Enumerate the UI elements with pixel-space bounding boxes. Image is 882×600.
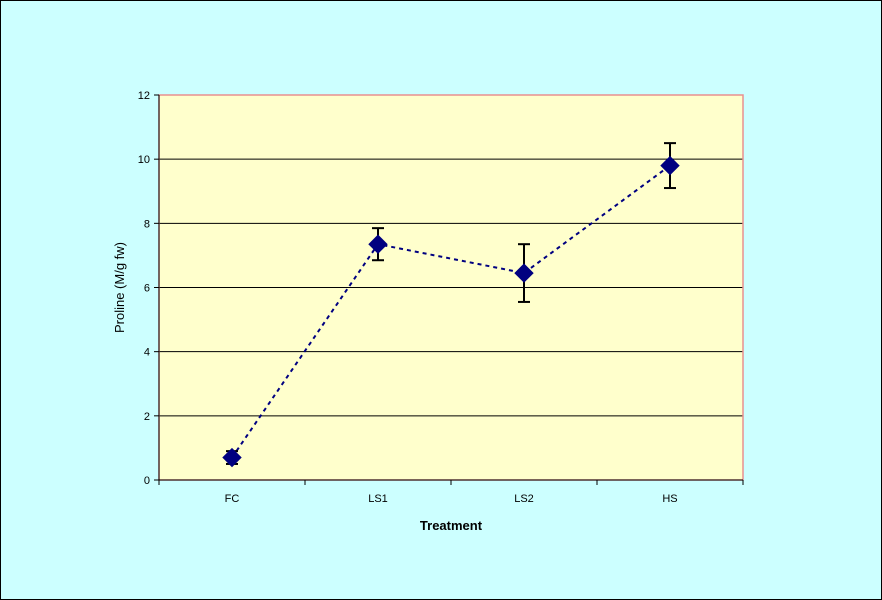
y-tick-labels: 0 2 4 6 8 10 12 [138, 90, 150, 487]
x-tick-label: LS1 [368, 493, 388, 505]
x-tick-label: HS [662, 493, 677, 505]
y-tick-label: 0 [144, 475, 150, 487]
y-tick-label: 10 [138, 154, 150, 166]
y-tick-label: 12 [138, 90, 150, 102]
x-tick-labels: FC LS1 LS2 HS [225, 493, 678, 505]
y-tick-label: 4 [144, 347, 150, 359]
x-axis-title: Treatment [420, 518, 483, 533]
y-tick-label: 2 [144, 411, 150, 423]
y-axis-title: Proline (M/g fw) [112, 242, 127, 333]
x-tick-label: LS2 [514, 493, 534, 505]
x-tick-label: FC [225, 493, 240, 505]
y-tick-label: 6 [144, 283, 150, 295]
y-tick-label: 8 [144, 218, 150, 230]
